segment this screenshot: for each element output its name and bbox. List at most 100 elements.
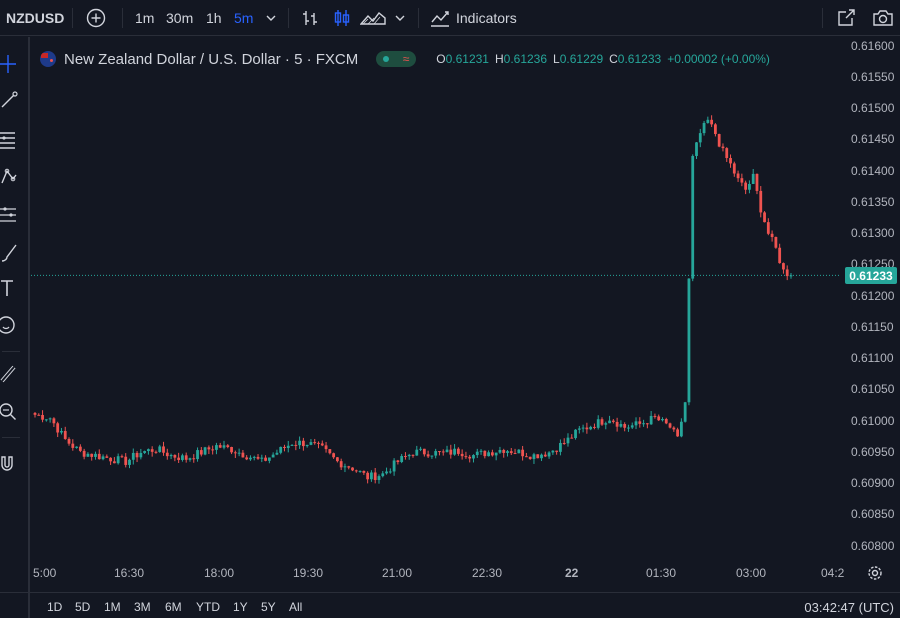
candle-down bbox=[668, 423, 672, 428]
candle-down bbox=[441, 451, 445, 453]
symbol-search-button[interactable]: NZDUSD bbox=[6, 10, 65, 26]
top-toolbar: NZDUSD 1m 30m 1h 5m Indicators bbox=[0, 0, 900, 36]
candle-down bbox=[97, 453, 101, 460]
pattern-icon[interactable] bbox=[0, 165, 22, 187]
range-1m-button[interactable]: 1M bbox=[104, 600, 121, 614]
candle-down bbox=[672, 427, 676, 430]
candle-down bbox=[483, 450, 487, 457]
time-tick-label: 04:2 bbox=[821, 566, 845, 580]
candle-up bbox=[377, 476, 381, 481]
emoji-icon[interactable] bbox=[0, 314, 22, 336]
candle-up bbox=[279, 446, 283, 453]
interval-1m[interactable]: 1m bbox=[135, 10, 155, 26]
interval-30m[interactable]: 30m bbox=[166, 10, 194, 26]
candle-up bbox=[445, 449, 449, 453]
indicators-button[interactable]: Indicators bbox=[430, 0, 517, 36]
range-1d-button[interactable]: 1D bbox=[47, 600, 63, 614]
time-tick-label: 5:00 bbox=[33, 566, 57, 580]
magnet-icon[interactable] bbox=[0, 453, 22, 475]
candle-down bbox=[177, 457, 181, 460]
candle-up bbox=[472, 455, 475, 459]
candle-down bbox=[112, 461, 116, 464]
candle-down bbox=[770, 233, 774, 238]
high-value: 0.61236 bbox=[503, 52, 548, 66]
candle-up bbox=[559, 442, 562, 452]
chart-type-chevron-down-icon[interactable] bbox=[394, 0, 406, 36]
interval-1h[interactable]: 1h bbox=[206, 10, 222, 26]
utc-clock[interactable]: 03:42:47 (UTC) bbox=[804, 600, 894, 615]
candle-up bbox=[128, 459, 131, 465]
range-5d-button[interactable]: 5D bbox=[75, 600, 91, 614]
snapshot-icon[interactable] bbox=[836, 0, 856, 36]
candle-down bbox=[763, 212, 766, 223]
chart-settings-gear-icon[interactable] bbox=[866, 564, 884, 587]
price-chart[interactable] bbox=[31, 37, 841, 557]
candle-down bbox=[732, 163, 736, 174]
text-icon[interactable] bbox=[0, 277, 22, 299]
trend-line-icon[interactable] bbox=[0, 89, 22, 111]
price-tick-label: 0.61550 bbox=[851, 70, 895, 84]
price-tick-label: 0.61300 bbox=[851, 226, 895, 240]
area-style-icon[interactable] bbox=[360, 0, 386, 36]
zoom-icon[interactable] bbox=[0, 401, 22, 423]
market-status-badge[interactable]: ≈ bbox=[376, 51, 417, 67]
candle-down bbox=[366, 472, 370, 480]
range-5y-button[interactable]: 5Y bbox=[261, 600, 276, 614]
candle-down bbox=[373, 472, 377, 481]
time-tick-label: 18:00 bbox=[204, 566, 235, 580]
candle-up bbox=[702, 122, 706, 134]
candle-down bbox=[653, 415, 657, 417]
candle-up bbox=[642, 423, 645, 425]
candle-down bbox=[328, 449, 332, 454]
price-tick-label: 0.60850 bbox=[851, 507, 895, 521]
price-tick-label: 0.61400 bbox=[851, 164, 895, 178]
forecast-icon[interactable] bbox=[0, 203, 22, 225]
candle-up bbox=[627, 427, 630, 429]
interval-5m[interactable]: 5m bbox=[234, 10, 254, 26]
candle-up bbox=[691, 155, 695, 279]
candle-up bbox=[215, 445, 218, 450]
camera-icon[interactable] bbox=[872, 0, 894, 36]
interval-dropdown-chevron-down-icon[interactable] bbox=[265, 0, 277, 36]
candle-up bbox=[267, 457, 271, 461]
candle-down bbox=[725, 148, 729, 159]
ohlc-values: O 0.61231 H 0.61236 L 0.61229 C 0.61233 +0.0… bbox=[430, 52, 770, 66]
range-3m-button[interactable]: 3M bbox=[134, 600, 151, 614]
candle-down bbox=[37, 414, 41, 416]
indicators-icon bbox=[430, 9, 450, 27]
compare-add-icon[interactable] bbox=[86, 0, 106, 36]
candle-down bbox=[460, 453, 464, 457]
candle-up bbox=[634, 421, 638, 426]
symbol-title[interactable]: New Zealand Dollar / U.S. Dollar · 5 · F… bbox=[64, 50, 359, 68]
range-6m-button[interactable]: 6M bbox=[165, 600, 182, 614]
candles-group bbox=[33, 115, 793, 484]
candle-down bbox=[426, 454, 430, 457]
crosshair-icon[interactable] bbox=[0, 53, 22, 75]
fib-icon[interactable] bbox=[0, 129, 22, 151]
bottom-bar bbox=[0, 592, 900, 618]
brush-icon[interactable] bbox=[0, 241, 22, 263]
candle-up bbox=[566, 437, 570, 444]
bar-style-icon[interactable] bbox=[300, 0, 320, 36]
range-all-button[interactable]: All bbox=[289, 600, 303, 614]
candle-up bbox=[687, 278, 691, 403]
candle-down bbox=[543, 454, 547, 457]
candle-down bbox=[623, 424, 627, 428]
range-1y-button[interactable]: 1Y bbox=[233, 600, 248, 614]
divider bbox=[2, 437, 20, 438]
candle-down bbox=[150, 449, 154, 452]
low-label: L bbox=[553, 52, 560, 66]
range-ytd-button[interactable]: YTD bbox=[196, 600, 220, 614]
candle-up bbox=[305, 444, 309, 447]
candle-style-icon[interactable] bbox=[332, 0, 352, 36]
candle-up bbox=[748, 183, 751, 190]
candle-up bbox=[385, 471, 388, 474]
ruler-icon[interactable] bbox=[0, 363, 22, 385]
candle-up bbox=[479, 450, 483, 452]
candle-up bbox=[48, 418, 52, 420]
candle-down bbox=[354, 470, 358, 472]
candle-up bbox=[188, 458, 192, 460]
candle-up bbox=[434, 451, 438, 456]
time-axis[interactable] bbox=[31, 557, 841, 587]
candle-down bbox=[207, 447, 211, 450]
